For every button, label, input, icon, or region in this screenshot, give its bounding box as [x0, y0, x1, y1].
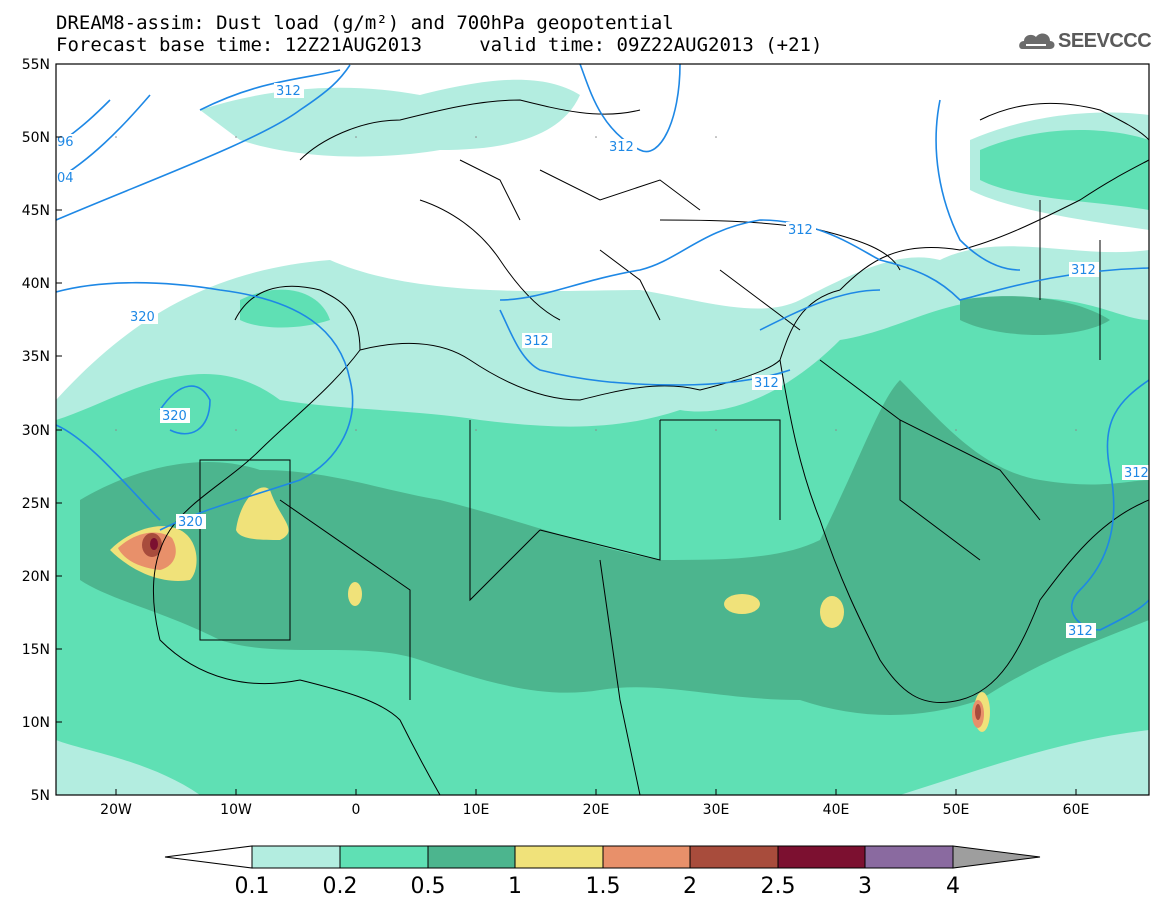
svg-text:10E: 10E [463, 802, 490, 818]
colorbar-bin [251, 845, 341, 869]
colorbar-bin [339, 845, 429, 869]
svg-text:35N: 35N [22, 349, 50, 365]
svg-text:3: 3 [858, 874, 872, 899]
colorbar-high-arrow [952, 845, 1041, 869]
dust-field [56, 64, 1149, 795]
colorbar-labels: 0.1 0.2 0.5 1 1.5 2 2.5 3 4 [235, 874, 961, 899]
svg-text:96: 96 [57, 135, 74, 150]
longitude-axis [115, 789, 1077, 795]
svg-text:2.5: 2.5 [761, 874, 796, 899]
map-subtitle: Forecast base time: 12Z21AUG2013 valid t… [56, 34, 823, 56]
geopotential-contours [56, 64, 1149, 631]
svg-text:60E: 60E [1063, 802, 1090, 818]
svg-text:312: 312 [754, 376, 779, 391]
map-title: DREAM8-assim: Dust load (g/m²) and 700hP… [56, 12, 674, 34]
svg-text:50N: 50N [22, 130, 50, 146]
svg-text:30N: 30N [22, 423, 50, 439]
svg-text:20E: 20E [583, 802, 610, 818]
colorbar-bin [689, 845, 779, 869]
svg-text:320: 320 [130, 310, 155, 325]
svg-text:1: 1 [508, 874, 522, 899]
colorbar-bin [602, 845, 691, 869]
svg-text:2: 2 [683, 874, 697, 899]
svg-text:15N: 15N [22, 642, 50, 658]
dust-level-0.5 [80, 380, 1149, 715]
svg-text:0.1: 0.1 [235, 874, 270, 899]
svg-text:20N: 20N [22, 569, 50, 585]
contour-labels: 312 312 312 312 312 312 312 312 320 320 … [56, 83, 1150, 639]
svg-text:10N: 10N [22, 715, 50, 731]
colorbar [164, 845, 1041, 869]
svg-text:0.2: 0.2 [323, 874, 358, 899]
svg-text:40N: 40N [22, 276, 50, 292]
svg-text:0: 0 [352, 802, 361, 818]
svg-text:312: 312 [524, 334, 549, 349]
svg-text:312: 312 [1124, 466, 1149, 481]
svg-text:5N: 5N [31, 788, 50, 804]
colorbar-bin [514, 845, 604, 869]
latitude-labels: 55N 50N 45N 40N 35N 30N 25N 20N 15N 10N … [22, 57, 50, 804]
colorbar-bin [864, 845, 954, 869]
longitude-labels: 20W 10W 0 10E 20E 30E 40E 50E 60E [100, 802, 1089, 818]
svg-text:312: 312 [788, 223, 813, 238]
svg-text:312: 312 [276, 84, 301, 99]
svg-text:50E: 50E [943, 802, 970, 818]
coastlines [153, 99, 1149, 795]
colorbar-bin [427, 845, 516, 869]
svg-text:40E: 40E [823, 802, 850, 818]
colorbar-bin [777, 845, 866, 869]
svg-text:320: 320 [162, 409, 187, 424]
dust-level-1 [236, 487, 289, 540]
logo-text: SEEVCCC [1058, 30, 1152, 52]
svg-text:45N: 45N [22, 203, 50, 219]
colorbar-low-arrow [164, 845, 253, 869]
svg-text:1.5: 1.5 [586, 874, 621, 899]
svg-text:312: 312 [609, 140, 634, 155]
dust-level-2.5 [150, 538, 158, 550]
svg-text:320: 320 [178, 515, 203, 530]
svg-text:312: 312 [1068, 624, 1093, 639]
svg-text:312: 312 [1071, 263, 1096, 278]
svg-text:20W: 20W [100, 802, 132, 818]
svg-text:10W: 10W [220, 802, 252, 818]
svg-text:30E: 30E [703, 802, 730, 818]
svg-text:55N: 55N [22, 57, 50, 73]
svg-text:4: 4 [946, 874, 960, 899]
graticule [115, 136, 1077, 431]
latitude-axis [56, 63, 62, 796]
svg-text:0.5: 0.5 [411, 874, 446, 899]
cloud-logo-icon [1019, 33, 1055, 49]
svg-text:25N: 25N [22, 496, 50, 512]
svg-text:04: 04 [57, 171, 74, 186]
